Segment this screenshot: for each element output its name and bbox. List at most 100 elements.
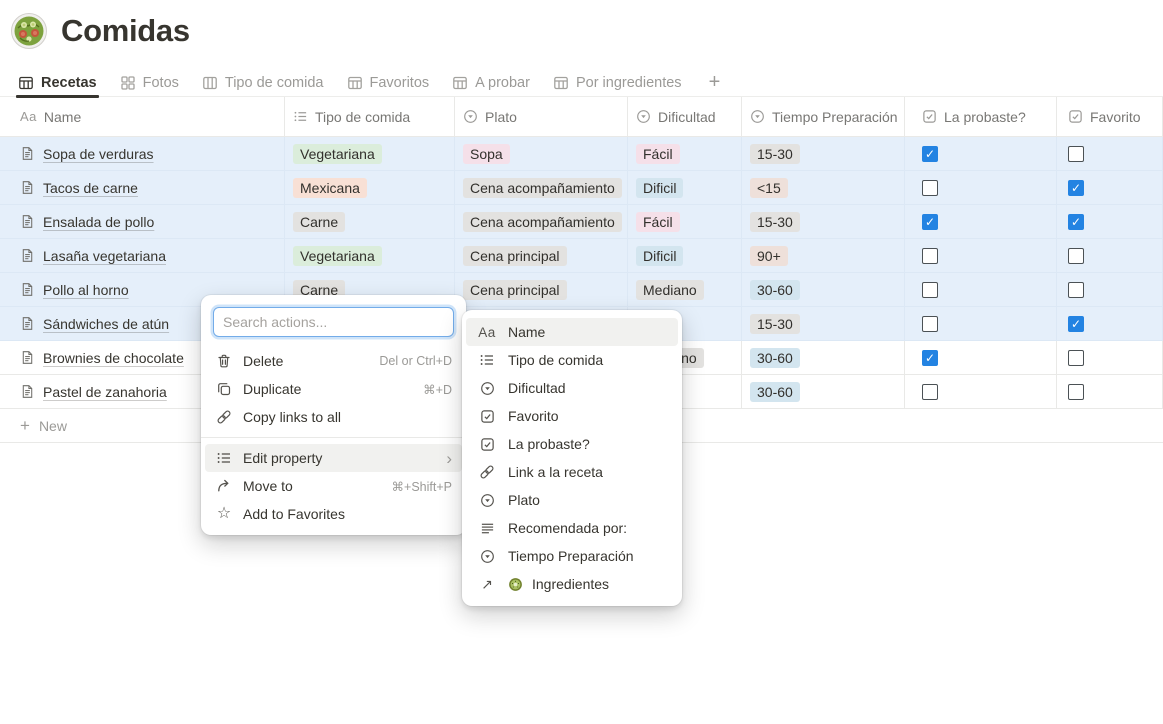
tab-a-probar[interactable]: A probar: [452, 69, 530, 97]
dificultad-cell[interactable]: [628, 375, 742, 409]
tiempo-cell[interactable]: 90+: [742, 239, 905, 273]
la-probaste-cell: [905, 341, 1057, 375]
checkbox[interactable]: [1068, 213, 1084, 230]
checkbox-property-icon: [478, 437, 496, 452]
tag: Vegetariana: [293, 143, 382, 164]
board-icon: [202, 75, 218, 91]
checkbox[interactable]: [922, 213, 938, 230]
tab-tipo-de-comida[interactable]: Tipo de comida: [202, 69, 324, 97]
tab-por-ingredientes[interactable]: Por ingredientes: [553, 69, 682, 97]
chevron-right-icon: ›: [446, 448, 452, 468]
checkbox[interactable]: [922, 145, 938, 162]
select-icon: [636, 109, 651, 124]
dificultad-cell[interactable]: Dificil: [628, 171, 742, 205]
tab-label: Favoritos: [369, 74, 430, 91]
tab-recetas[interactable]: Recetas: [16, 69, 99, 98]
tiempo-cell[interactable]: 15-30: [742, 205, 905, 239]
tipo-cell[interactable]: Vegetariana: [285, 137, 455, 171]
submenu-item-recomendada-por[interactable]: Recomendada por:: [466, 514, 678, 542]
menu-item-edit-property[interactable]: Edit property ›: [205, 444, 462, 472]
plato-cell[interactable]: Cena principal: [455, 239, 628, 273]
dificultad-cell[interactable]: Fácil: [628, 137, 742, 171]
dificultad-cell[interactable]: Dificil: [628, 239, 742, 273]
submenu-item-ingredientes[interactable]: ↗ Ingredientes: [466, 570, 678, 598]
tipo-cell[interactable]: Vegetariana: [285, 239, 455, 273]
dificultad-cell[interactable]: Mediano: [628, 273, 742, 307]
submenu-item-favorito[interactable]: Favorito: [466, 402, 678, 430]
tag: Mediano: [636, 279, 704, 300]
plato-cell[interactable]: Cena acompañamiento: [455, 171, 628, 205]
tiempo-cell[interactable]: 30-60: [742, 375, 905, 409]
shortcut: ⌘+Shift+P: [391, 479, 452, 494]
submenu-item-dificultad[interactable]: Dificultad: [466, 374, 678, 402]
tiempo-cell[interactable]: 15-30: [742, 137, 905, 171]
add-view-button[interactable]: +: [708, 71, 721, 93]
move-to-icon: [215, 478, 233, 494]
submenu-item-plato[interactable]: Plato: [466, 486, 678, 514]
checkbox[interactable]: [922, 383, 938, 400]
table-icon: [553, 75, 569, 91]
tiempo-cell[interactable]: 30-60: [742, 341, 905, 375]
submenu-item-name[interactable]: Aa Name: [466, 318, 678, 346]
tipo-cell[interactable]: Carne: [285, 205, 455, 239]
checkbox[interactable]: [1068, 179, 1084, 196]
column-header-name[interactable]: Aa Name: [0, 97, 285, 137]
name-cell[interactable]: Ensalada de pollo: [0, 205, 285, 239]
search-wrap: [201, 295, 466, 347]
tag: <15: [750, 177, 788, 198]
tag: Cena acompañamiento: [463, 211, 622, 232]
column-header-plato[interactable]: Plato: [455, 97, 628, 137]
column-header-la-probaste[interactable]: La probaste?: [905, 97, 1057, 137]
column-header-tipo-de-comida[interactable]: Tipo de comida: [285, 97, 455, 137]
menu-item-move-to[interactable]: Move to ⌘+Shift+P: [205, 472, 462, 500]
checkbox[interactable]: [922, 281, 938, 298]
search-actions-input[interactable]: [213, 307, 454, 337]
name-cell[interactable]: Tacos de carne: [0, 171, 285, 205]
tipo-cell[interactable]: Mexicana: [285, 171, 455, 205]
tab-favoritos[interactable]: Favoritos: [347, 69, 430, 97]
name-cell[interactable]: Pollo al horno: [0, 273, 285, 307]
column-header-tiempo-preparacion[interactable]: Tiempo Preparación: [742, 97, 905, 137]
checkbox-property-icon: [478, 409, 496, 424]
salad-emoji-icon: [11, 13, 47, 49]
plato-cell[interactable]: Cena principal: [455, 273, 628, 307]
menu-item-copy-links[interactable]: Copy links to all: [205, 403, 462, 431]
tab-fotos[interactable]: Fotos: [120, 69, 179, 97]
checkbox[interactable]: [922, 179, 938, 196]
tag: 15-30: [750, 143, 800, 164]
la-probaste-cell: [905, 239, 1057, 273]
tab-label: Tipo de comida: [224, 74, 324, 91]
checkbox[interactable]: [1068, 383, 1084, 400]
name-cell[interactable]: Sopa de verduras: [0, 137, 285, 171]
favorito-cell: [1057, 137, 1163, 171]
checkbox[interactable]: [1068, 281, 1084, 298]
submenu-item-link-a-la-receta[interactable]: Link a la receta: [466, 458, 678, 486]
dificultad-cell[interactable]: Fácil: [628, 205, 742, 239]
checkbox[interactable]: [1068, 145, 1084, 162]
checkbox[interactable]: [922, 349, 938, 366]
column-header-dificultad[interactable]: Dificultad: [628, 97, 742, 137]
select-icon: [478, 493, 496, 508]
checkbox[interactable]: [1068, 349, 1084, 366]
tiempo-cell[interactable]: 30-60: [742, 273, 905, 307]
tiempo-cell[interactable]: 15-30: [742, 307, 905, 341]
menu-item-duplicate[interactable]: Duplicate ⌘+D: [205, 375, 462, 403]
checkbox-property-icon: [1068, 109, 1083, 124]
name-cell[interactable]: Lasaña vegetariana: [0, 239, 285, 273]
plato-cell[interactable]: Sopa: [455, 137, 628, 171]
checkbox[interactable]: [922, 247, 938, 264]
checkbox[interactable]: [1068, 315, 1084, 332]
page-icon: [20, 146, 35, 161]
submenu-item-tiempo-preparacion[interactable]: Tiempo Preparación: [466, 542, 678, 570]
plato-cell[interactable]: Cena acompañamiento: [455, 205, 628, 239]
menu-item-add-to-favorites[interactable]: ☆ Add to Favorites: [216, 505, 345, 523]
submenu-item-la-probaste[interactable]: La probaste?: [466, 430, 678, 458]
submenu-item-tipo-de-comida[interactable]: Tipo de comida: [466, 346, 678, 374]
column-header-favorito[interactable]: Favorito: [1057, 97, 1163, 137]
menu-divider: [201, 437, 466, 438]
menu-item-delete[interactable]: Delete Del or Ctrl+D: [205, 347, 462, 375]
checkbox[interactable]: [922, 315, 938, 332]
tiempo-cell[interactable]: <15: [742, 171, 905, 205]
checkbox[interactable]: [1068, 247, 1084, 264]
